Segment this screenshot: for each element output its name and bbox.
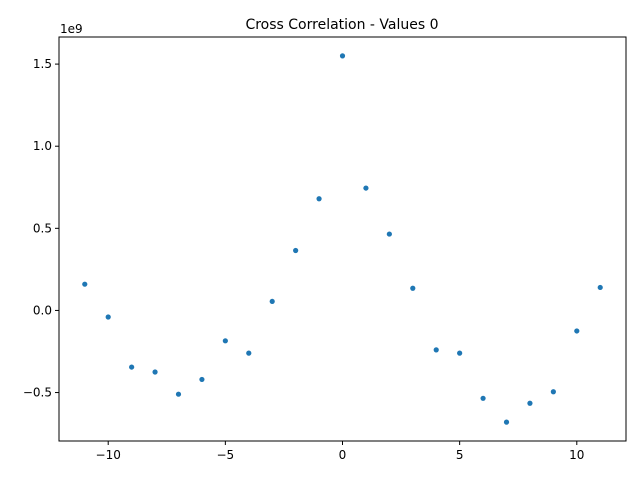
data-point [457, 350, 463, 356]
y-offset-label: 1e9 [60, 22, 83, 36]
x-tick-label: 5 [456, 448, 464, 462]
data-point [316, 196, 322, 202]
data-point [503, 419, 510, 425]
x-tick-label: −10 [96, 448, 121, 462]
data-point [410, 285, 416, 291]
y-tick-label: −0.5 [23, 386, 52, 400]
data-point [199, 376, 205, 383]
chart-title: Cross Correlation - Values 0 [245, 17, 438, 33]
data-point [129, 364, 135, 370]
data-point [363, 185, 369, 191]
y-tick-label: 0.5 [33, 221, 52, 235]
data-point [574, 328, 580, 334]
data-point [339, 53, 346, 59]
data-point [550, 389, 556, 395]
x-tick-label: 10 [569, 448, 584, 462]
y-tick-label: 0.0 [33, 303, 52, 317]
data-point [152, 369, 158, 375]
y-tick-label: 1.0 [33, 139, 52, 153]
y-tick-label: 1.5 [33, 57, 52, 71]
x-tick-label: −5 [216, 448, 234, 462]
data-point [222, 338, 228, 344]
data-point [386, 231, 392, 237]
data-point [269, 298, 275, 305]
data-point [293, 247, 299, 254]
data-point [597, 284, 603, 291]
data-point [527, 400, 533, 406]
data-point [246, 350, 252, 356]
data-point [433, 347, 439, 353]
data-point [82, 281, 88, 287]
plot-area: −10 −5 0 5 10 −0.5 0.0 0.5 1.0 1.5 [23, 36, 627, 462]
data-point [175, 391, 182, 397]
plot-frame [58, 36, 627, 442]
data-point [105, 314, 111, 320]
x-tick-label: 0 [339, 448, 347, 462]
data-point [480, 395, 486, 401]
